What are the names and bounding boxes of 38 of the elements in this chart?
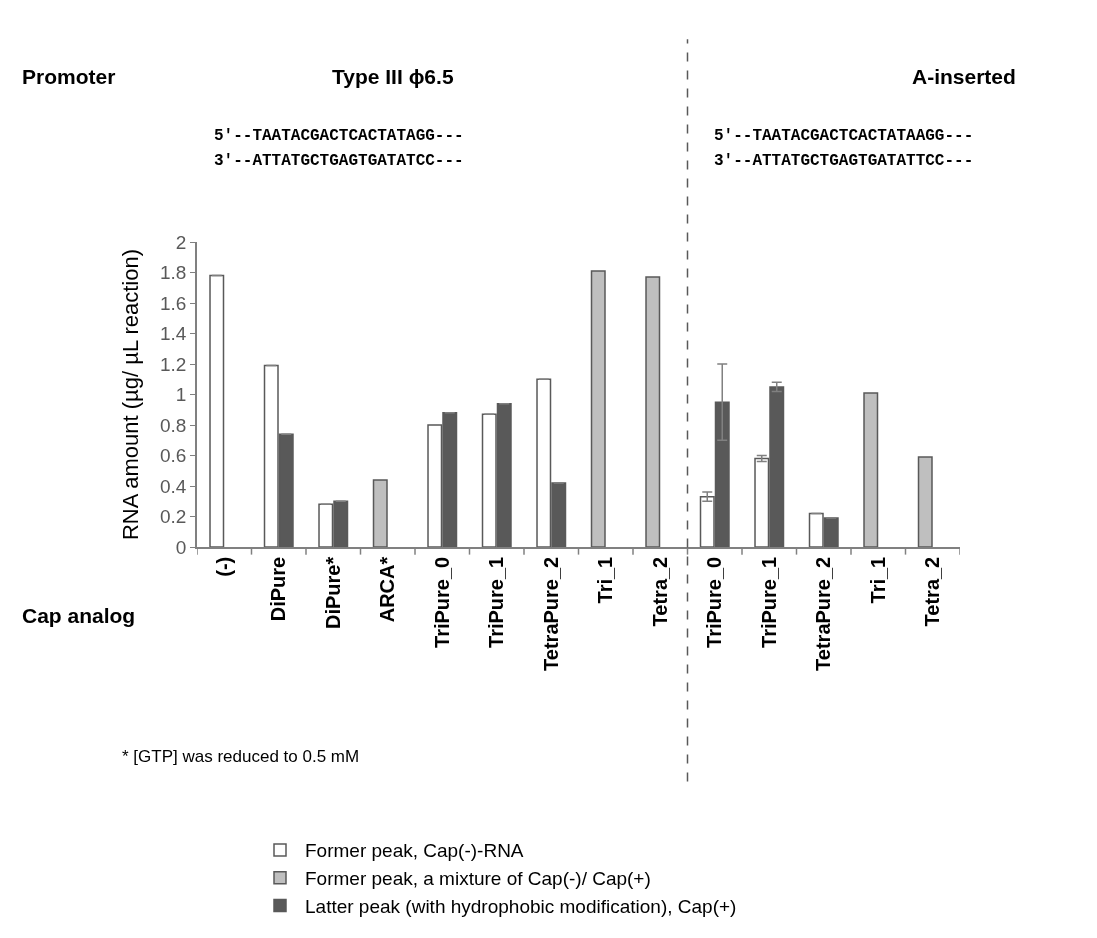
y-tick-label: 1.6: [160, 292, 187, 314]
x-tick-label: DiPure*: [321, 556, 344, 629]
y-tick-label: 1.2: [160, 353, 187, 375]
x-tick-label: Tetra_2: [921, 556, 944, 627]
y-tick-label: 0.4: [160, 475, 187, 497]
y-tick-label: 0.6: [160, 445, 187, 467]
legend-label: Former peak, Cap(-)-RNA: [305, 840, 524, 862]
x-tick-label: TriPure_0: [703, 556, 726, 648]
y-tick-label: 0.8: [160, 414, 187, 436]
legend-label: Former peak, a mixture of Cap(-)/ Cap(+): [305, 868, 651, 890]
y-tick-label: 1.8: [160, 262, 187, 284]
x-tick-label: (-): [212, 556, 235, 577]
x-tick-label: Tri_1: [866, 556, 889, 604]
x-tick-label: ARCA*: [376, 556, 399, 623]
x-tick-label: Tri_1: [594, 556, 617, 604]
y-tick-label: 1: [175, 384, 187, 406]
text: Type III ϕ6.5: [332, 65, 454, 88]
y-tick-label: 1.4: [160, 323, 187, 345]
y-axis-title: RNA amount (µg/ µL reaction): [118, 248, 144, 541]
x-tick-label: TriPure_1: [485, 556, 508, 648]
text: A-inserted: [912, 65, 1016, 88]
y-tick-label: 0: [175, 536, 187, 558]
legend-label: Latter peak (with hydrophobic modification), Cap(+): [305, 895, 737, 917]
x-tick-label: Tetra_2: [648, 556, 671, 627]
text: 3′--ATTATGCTGAGTGATATCC---: [214, 152, 464, 170]
text: 5′--TAATACGACTCACTATAGG---: [214, 127, 464, 145]
text: Cap analog: [22, 604, 136, 627]
y-tick-label: 0.2: [160, 506, 187, 528]
x-tick-label: TetraPure_2: [539, 556, 562, 671]
x-tick-label: TetraPure_2: [812, 556, 835, 671]
text: 5′--TAATACGACTCACTATAAGG---: [714, 127, 974, 145]
text: * [GTP] was reduced to 0.5 mM: [122, 747, 360, 766]
text: Promoter: [22, 65, 116, 88]
x-tick-label: TriPure_0: [430, 556, 453, 648]
text: 3′--ATTATGCTGAGTGATATTCC---: [714, 152, 974, 170]
x-tick-label: DiPure: [267, 556, 290, 622]
y-tick-label: 2: [175, 231, 187, 253]
x-tick-label: TriPure_1: [757, 556, 780, 648]
